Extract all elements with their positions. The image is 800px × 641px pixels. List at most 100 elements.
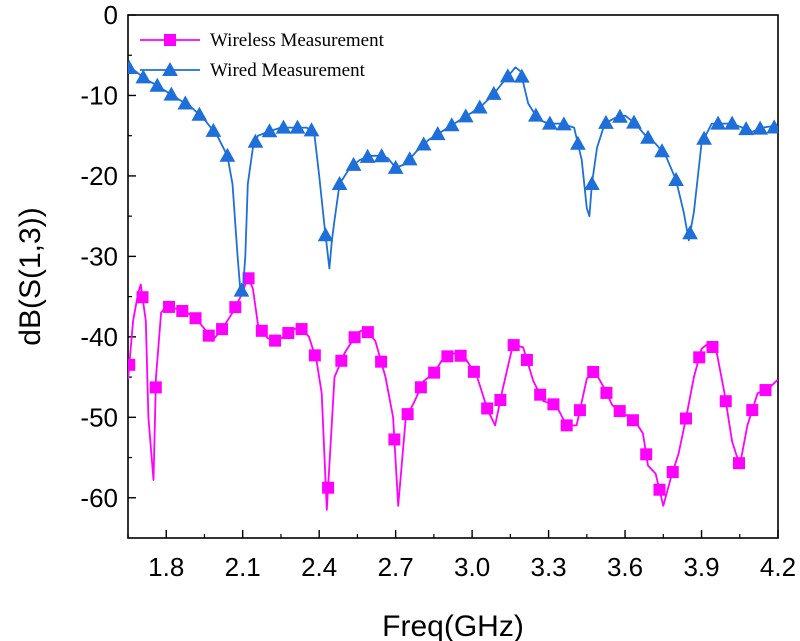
data-point [401,151,418,166]
data-point [401,408,414,421]
x-axis: 1.8 2.1 2.4 2.7 3.0 3.3 3.6 3.9 4.2 [127,530,796,582]
y-tick-label: 0 [104,0,118,30]
data-point [149,381,162,394]
data-point [696,130,712,145]
data-point [289,119,306,134]
data-point [428,366,441,379]
data-point [481,402,494,415]
plot-border [127,14,779,539]
data-point [485,85,502,100]
data-point [573,404,586,417]
data-point [454,349,467,362]
data-point [584,175,600,190]
data-point [752,120,769,135]
data-point [189,312,202,325]
x-tick-label: 1.8 [148,552,184,582]
data-point [176,304,189,317]
y-tick-label: -20 [80,161,118,191]
legend-label: Wireless Measurement [210,30,385,51]
data-point [668,171,684,186]
data-point [766,119,778,134]
data-point [331,175,348,190]
x-tick-label: 2.4 [301,552,337,582]
data-point [136,291,149,304]
data-point [626,414,639,427]
data-point [640,129,656,144]
data-point [682,225,698,240]
legend: Wireless Measurement Wired Measurement [140,30,385,81]
legend-label: Wired Measurement [210,60,366,81]
data-point [520,353,533,366]
data-point [205,122,222,137]
data-point [706,341,719,354]
data-point [556,116,572,131]
data-point [513,68,530,83]
y-axis: 0 -10 -20 -30 -40 -50 -60 [80,0,136,513]
data-point [653,483,666,496]
y-tick-label: -50 [80,402,118,432]
data-point [613,405,626,418]
data-point [746,404,759,417]
data-point [626,114,642,129]
data-point [388,433,401,446]
data-point [738,121,754,136]
x-tick-label: 3.6 [607,552,643,582]
data-point [255,324,268,337]
data-point [128,59,138,74]
data-point [216,323,229,336]
x-tick-label: 3.9 [683,552,719,582]
legend-marker [162,61,178,76]
data-point [759,384,772,397]
data-point [345,156,362,171]
data-point [282,327,295,340]
data-point [233,282,250,297]
data-point [415,136,432,151]
data-point [229,301,242,314]
data-point [177,95,194,110]
data-point [441,350,454,363]
y-tick-label: -40 [80,322,118,352]
data-point [128,358,136,371]
data-point [733,457,745,470]
data-point [261,123,278,138]
x-tick-label: 2.7 [378,552,414,582]
data-point [275,119,292,134]
data-point [560,419,573,432]
data-point [295,323,308,336]
data-point [587,365,600,378]
data-point [507,339,520,352]
data-point [163,86,180,101]
data-point [149,77,166,92]
series-line [128,275,778,511]
data-point [359,148,376,163]
data-point [710,115,726,130]
data-point [414,381,427,394]
data-point [457,108,474,123]
data-point [719,395,732,408]
data-point [375,355,388,368]
data-point [163,300,176,313]
y-axis-title: dB(S(1,3)) [14,207,47,345]
data-point [598,114,614,129]
x-axis-title: Freq(GHz) [382,610,524,641]
data-point [191,106,208,121]
data-point [335,354,348,367]
series-wireless [128,272,778,511]
x-tick-label: 2.1 [225,552,261,582]
legend-marker [164,34,176,46]
plot-frame [127,14,779,539]
data-point [387,159,404,174]
data-point [303,122,320,137]
data-point [527,107,544,122]
data-point [443,117,460,132]
series-layer [128,59,778,511]
y-tick-label: -10 [80,80,118,110]
data-point [135,69,152,84]
data-point [666,466,679,479]
series-wired [128,59,778,297]
data-point [570,135,586,150]
data-point [202,329,215,342]
data-point [219,147,236,162]
data-point [269,334,282,347]
data-point [499,68,516,83]
